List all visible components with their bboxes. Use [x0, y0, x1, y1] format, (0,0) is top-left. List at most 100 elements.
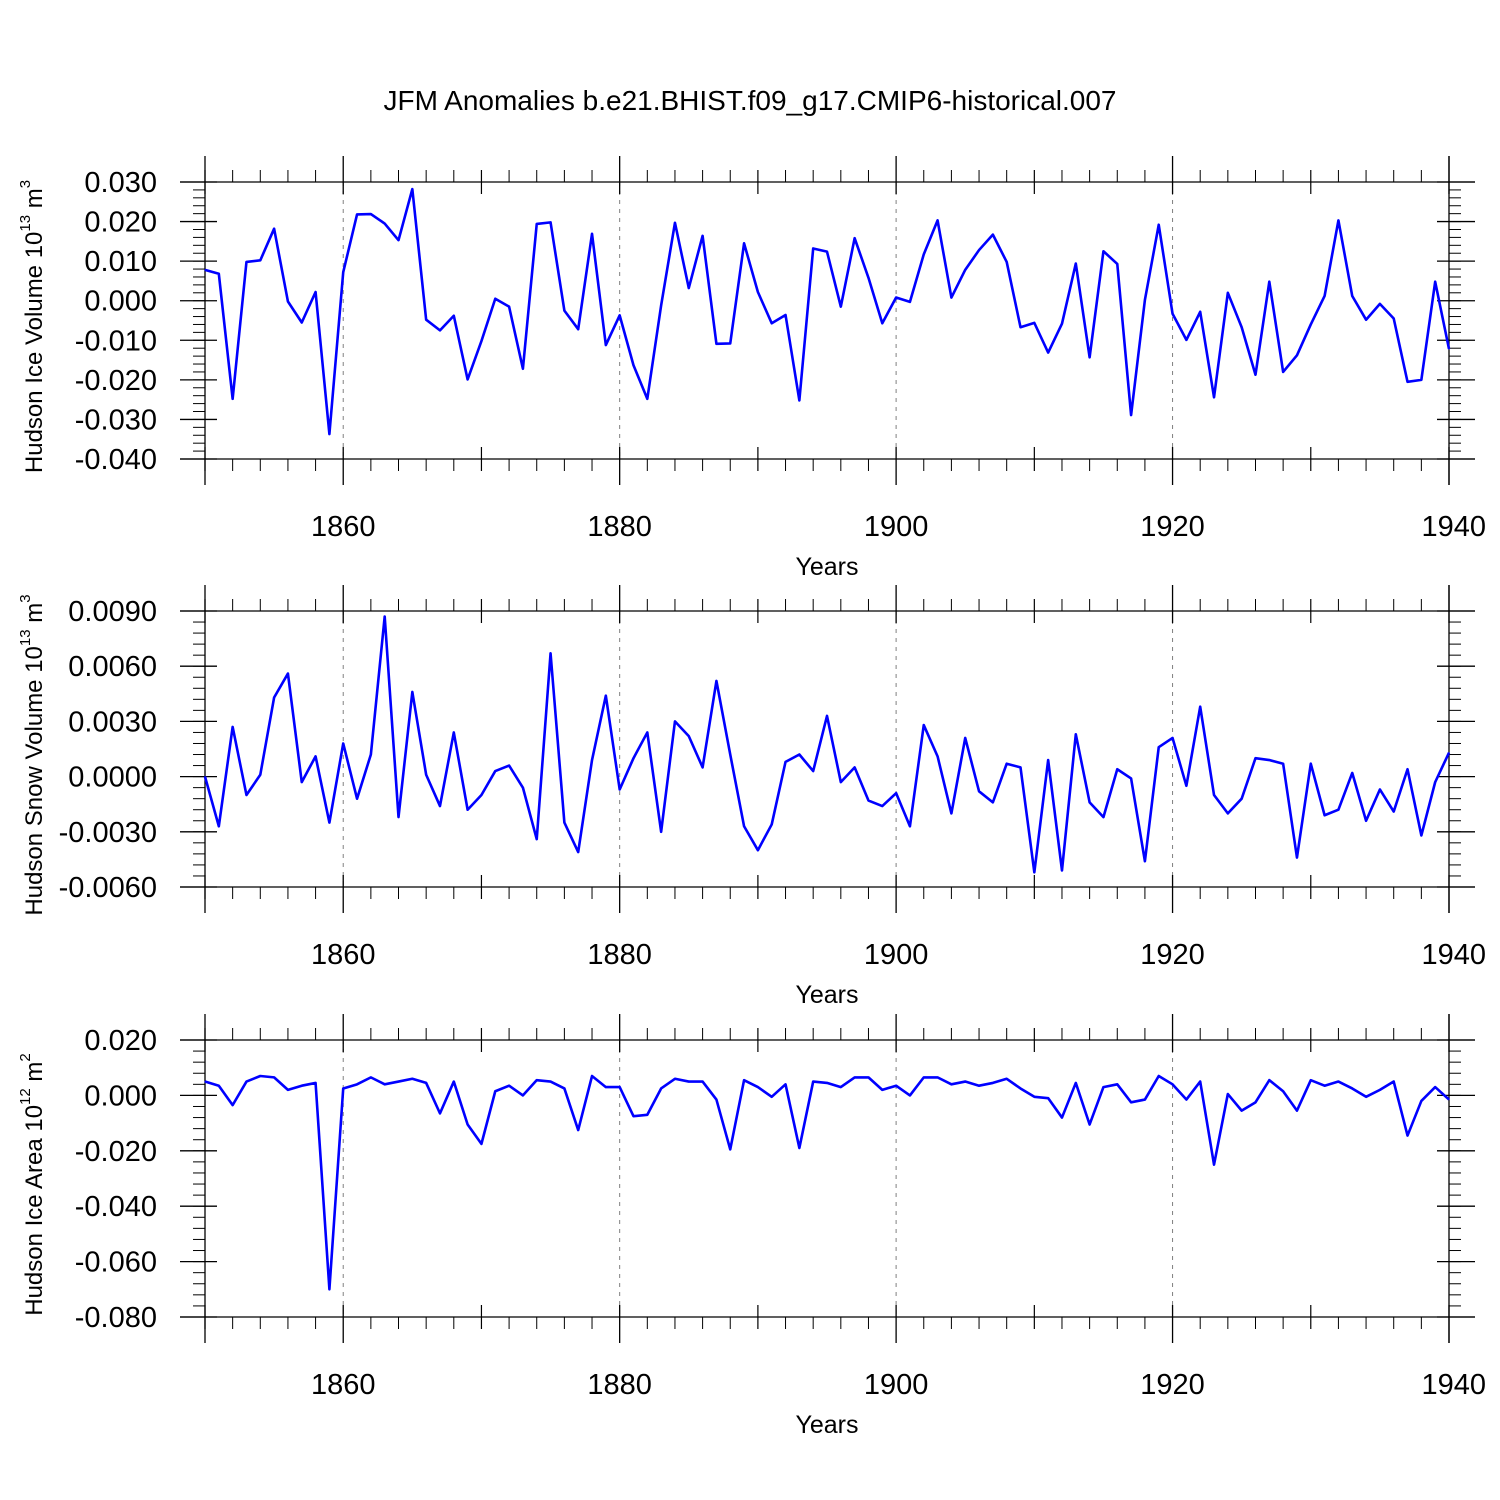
data-point-ice-volume-1889 — [743, 242, 745, 244]
data-point-snow-volume-1871 — [494, 770, 496, 772]
data-point-ice-volume-1854 — [259, 259, 261, 261]
data-point-snow-volume-1897 — [854, 766, 856, 769]
data-point-snow-volume-1896 — [840, 781, 842, 783]
data-point-ice-area-1862 — [370, 1076, 372, 1078]
data-point-snow-volume-1913 — [1075, 733, 1077, 735]
data-point-ice-volume-1870 — [480, 340, 483, 342]
y-tick-label: -0.040 — [75, 444, 157, 476]
data-point-snow-volume-1895 — [826, 715, 828, 717]
data-point-snow-volume-1869 — [467, 809, 469, 811]
data-point-ice-area-1883 — [660, 1087, 662, 1090]
data-point-ice-area-1856 — [287, 1089, 289, 1091]
data-point-ice-area-1926 — [1254, 1101, 1257, 1103]
data-point-ice-area-1933 — [1351, 1087, 1353, 1090]
data-point-snow-volume-1910 — [1033, 871, 1035, 873]
data-point-ice-area-1922 — [1199, 1080, 1201, 1083]
data-point-snow-volume-1893 — [798, 753, 800, 756]
data-point-ice-volume-1904 — [950, 296, 953, 299]
data-point-snow-volume-1863 — [384, 615, 386, 618]
data-point-snow-volume-1873 — [522, 787, 524, 789]
data-point-snow-volume-1867 — [439, 805, 441, 807]
data-point-ice-area-1852 — [232, 1104, 234, 1106]
data-point-ice-volume-1862 — [370, 213, 372, 215]
data-point-snow-volume-1933 — [1351, 772, 1353, 774]
data-point-snow-volume-1879 — [605, 695, 607, 697]
data-point-ice-volume-1901 — [909, 301, 911, 303]
data-point-ice-area-1861 — [356, 1083, 358, 1085]
data-point-snow-volume-1864 — [397, 816, 400, 818]
data-point-snow-volume-1850 — [204, 776, 206, 778]
data-point-ice-volume-1850 — [204, 269, 206, 271]
data-point-ice-area-1924 — [1227, 1093, 1229, 1095]
data-point-ice-volume-1940 — [1448, 348, 1450, 350]
y-axis-label-unit: m — [21, 188, 48, 215]
data-point-ice-volume-1931 — [1324, 295, 1326, 297]
data-point-snow-volume-1905 — [964, 737, 966, 739]
y-axis-label-main: Hudson Ice Volume 10 — [21, 232, 48, 474]
x-tick-label-1860: 1860 — [311, 511, 376, 543]
data-point-ice-area-1890 — [757, 1086, 759, 1088]
data-point-ice-volume-1915 — [1102, 250, 1105, 252]
y-tick-label: 0.0000 — [68, 762, 157, 794]
data-point-ice-volume-1898 — [867, 277, 870, 279]
data-point-ice-area-1928 — [1282, 1090, 1284, 1092]
data-point-snow-volume-1927 — [1268, 759, 1270, 761]
data-point-snow-volume-1887 — [715, 680, 718, 682]
data-point-snow-volume-1860 — [342, 742, 344, 745]
data-point-snow-volume-1854 — [259, 774, 261, 776]
data-point-ice-area-1866 — [425, 1082, 427, 1084]
data-point-ice-volume-1866 — [425, 319, 427, 321]
data-point-ice-volume-1882 — [646, 398, 648, 400]
y-tick-label: 0.020 — [84, 207, 157, 239]
data-point-ice-area-1903 — [936, 1076, 939, 1078]
y-tick-label: -0.080 — [75, 1302, 157, 1334]
y-tick-label: 0.0060 — [68, 651, 157, 683]
data-point-snow-volume-1859 — [328, 822, 330, 824]
data-point-ice-area-1875 — [549, 1080, 552, 1083]
x-tick-label-1920: 1920 — [1140, 511, 1205, 543]
chart-panels: 0.030 0.020 0.010 0.000 -0.010 -0.020 -0.030 -0… — [17, 156, 1486, 1439]
data-point-ice-volume-1927 — [1268, 281, 1270, 283]
data-point-ice-volume-1909 — [1019, 326, 1022, 328]
data-point-ice-area-1912 — [1061, 1116, 1063, 1119]
data-point-ice-area-1908 — [1006, 1078, 1008, 1080]
data-point-snow-volume-1925 — [1241, 798, 1243, 800]
data-point-ice-volume-1899 — [881, 322, 883, 324]
data-point-snow-volume-1926 — [1254, 757, 1257, 759]
data-point-ice-area-1921 — [1185, 1098, 1187, 1101]
data-point-snow-volume-1936 — [1393, 810, 1395, 813]
x-tick-label-1940: 1940 — [1421, 511, 1486, 543]
data-point-snow-volume-1919 — [1158, 746, 1160, 748]
data-point-ice-volume-1863 — [384, 222, 386, 225]
data-point-snow-volume-1889 — [743, 825, 745, 827]
data-point-snow-volume-1909 — [1019, 766, 1022, 769]
data-point-ice-volume-1925 — [1241, 326, 1243, 328]
data-point-ice-area-1937 — [1406, 1134, 1409, 1137]
data-point-ice-area-1853 — [245, 1080, 248, 1083]
data-point-ice-area-1901 — [909, 1094, 911, 1096]
data-point-snow-volume-1940 — [1448, 752, 1450, 754]
data-point-snow-volume-1904 — [950, 812, 953, 815]
x-tick-label-1860: 1860 — [311, 1369, 376, 1401]
data-point-ice-volume-1937 — [1406, 381, 1409, 383]
data-point-ice-area-1900 — [895, 1085, 897, 1087]
x-tick-label-1940: 1940 — [1421, 939, 1486, 971]
data-point-snow-volume-1883 — [660, 831, 662, 833]
data-point-snow-volume-1870 — [480, 794, 483, 796]
data-point-ice-area-1898 — [867, 1076, 870, 1078]
data-point-ice-volume-1903 — [936, 219, 939, 221]
data-point-snow-volume-1924 — [1227, 812, 1229, 815]
data-point-snow-volume-1877 — [577, 851, 579, 853]
data-point-ice-volume-1875 — [549, 221, 552, 223]
data-point-snow-volume-1937 — [1406, 768, 1409, 770]
data-point-ice-area-1881 — [632, 1115, 635, 1117]
data-point-snow-volume-1856 — [287, 672, 289, 675]
panel-ice-volume: 0.030 0.020 0.010 0.000 -0.010 -0.020 -0.030 -0… — [17, 156, 1486, 581]
y-axis-label: Hudson Snow Volume 1013 m3 — [17, 594, 48, 915]
data-point-snow-volume-1935 — [1379, 788, 1381, 791]
y-axis-label-exponent: 12 — [17, 1088, 34, 1105]
data-point-snow-volume-1851 — [218, 825, 220, 827]
series-line-snow-volume — [203, 615, 1451, 874]
data-point-ice-volume-1853 — [245, 261, 248, 263]
data-point-snow-volume-1866 — [425, 774, 427, 776]
